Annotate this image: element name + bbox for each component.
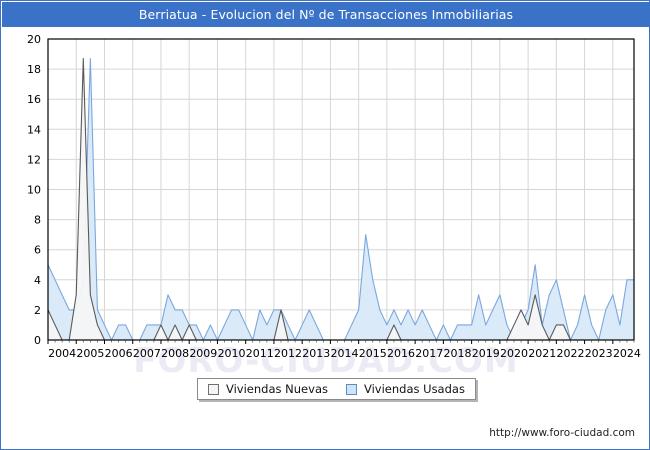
x-axis-tick-label: 2008 bbox=[161, 347, 189, 357]
y-axis-tick-label: 10 bbox=[27, 184, 41, 197]
y-axis-tick-label: 12 bbox=[27, 153, 41, 166]
y-axis-tick-label: 14 bbox=[27, 123, 41, 136]
x-axis-tick-label: 2024 bbox=[613, 347, 641, 357]
y-axis-tick-label: 8 bbox=[34, 214, 41, 227]
y-axis-tick-label: 0 bbox=[34, 334, 41, 347]
y-axis-labels: 0 2 4 6 8 10 12 14 16 18 20 bbox=[27, 33, 41, 347]
series-area bbox=[48, 58, 634, 340]
x-axis-tick-label: 2021 bbox=[528, 347, 556, 357]
x-axis-tick-label: 2011 bbox=[246, 347, 274, 357]
legend-swatch-icon bbox=[345, 383, 357, 395]
x-axis-tick-label: 2007 bbox=[133, 347, 161, 357]
series-layer bbox=[47, 58, 634, 341]
x-axis-tick-label: 2012 bbox=[274, 347, 302, 357]
plot-area: 0 2 4 6 8 10 12 14 16 18 20 2004 2005 2006 2007 2008 20… bbox=[1, 27, 650, 357]
x-axis-tick-label: 2004 bbox=[48, 347, 76, 357]
x-axis-labels: 2004 2005 2006 2007 2008 2009 2010 2011 2012 2013… bbox=[47, 340, 641, 357]
series-line bbox=[47, 58, 634, 341]
x-axis-tick-label: 2023 bbox=[585, 347, 613, 357]
plot-border bbox=[47, 38, 635, 341]
x-axis-tick-label: 2013 bbox=[302, 347, 330, 357]
y-axis-tick-label: 2 bbox=[34, 304, 41, 317]
x-axis-tick-label: 2019 bbox=[472, 347, 500, 357]
x-axis-tick-label: 2016 bbox=[387, 347, 415, 357]
legend-label: Viviendas Usadas bbox=[363, 382, 465, 396]
legend-swatch-icon bbox=[208, 383, 219, 395]
page-title: Berriatua - Evolucion del Nº de Transacc… bbox=[138, 7, 514, 22]
grid-lines bbox=[48, 38, 634, 340]
legend-item-viviendas-nuevas[interactable]: Viviendas Nuevas bbox=[208, 382, 328, 396]
chart-legend: Viviendas Nuevas Viviendas Usadas bbox=[197, 378, 476, 400]
x-axis-tick-label: 2017 bbox=[415, 347, 443, 357]
x-axis-tick-label: 2018 bbox=[443, 347, 471, 357]
y-axis-tick-label: 18 bbox=[27, 63, 41, 76]
x-axis-tick-label: 2015 bbox=[359, 347, 387, 357]
x-axis-tick-label: 2010 bbox=[218, 347, 246, 357]
legend-item-viviendas-usadas[interactable]: Viviendas Usadas bbox=[345, 382, 465, 396]
source-url[interactable]: http://www.foro-ciudad.com bbox=[489, 427, 635, 439]
y-axis-tick-label: 20 bbox=[27, 33, 41, 46]
legend-label: Viviendas Nuevas bbox=[226, 382, 328, 396]
x-axis-tick-label: 2005 bbox=[76, 347, 104, 357]
series-area bbox=[48, 58, 634, 340]
x-axis-tick-label: 2020 bbox=[500, 347, 528, 357]
y-axis-tick-label: 16 bbox=[27, 93, 41, 106]
y-axis-tick-label: 6 bbox=[34, 244, 41, 257]
x-axis-tick-label: 2006 bbox=[105, 347, 133, 357]
y-axis-tick-label: 4 bbox=[34, 274, 41, 287]
x-axis-tick-label: 2009 bbox=[189, 347, 217, 357]
x-axis-tick-label: 2014 bbox=[331, 347, 359, 357]
series-line bbox=[47, 58, 634, 341]
chart-title-bar: Berriatua - Evolucion del Nº de Transacc… bbox=[2, 2, 650, 27]
x-axis-tick-label: 2022 bbox=[556, 347, 584, 357]
